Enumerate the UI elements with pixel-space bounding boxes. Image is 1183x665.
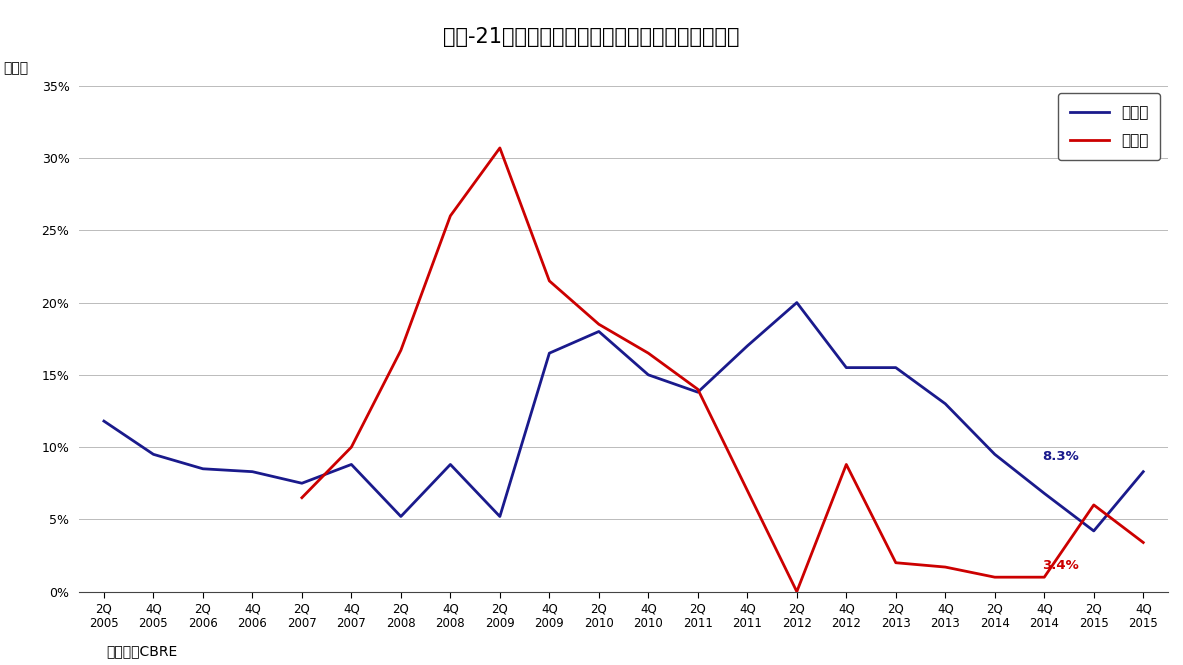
近畿圏 <box>691 385 705 393</box>
首都圏 <box>741 342 755 350</box>
近畿圏 <box>938 563 952 571</box>
首都圏 <box>1087 527 1101 535</box>
Text: 図表-21　大型マルチテナント型物流施設の空室率: 図表-21 大型マルチテナント型物流施設の空室率 <box>444 27 739 47</box>
近畿圏 <box>988 573 1002 581</box>
近畿圏 <box>741 487 755 495</box>
近畿圏 <box>1136 539 1150 547</box>
首都圏 <box>493 513 508 521</box>
近畿圏 <box>542 277 556 285</box>
近畿圏 <box>1037 573 1052 581</box>
近畿圏 <box>295 493 309 501</box>
Line: 近畿圏: 近畿圏 <box>302 148 1143 592</box>
近畿圏 <box>493 144 508 152</box>
首都圏 <box>147 450 161 458</box>
首都圏 <box>790 299 804 307</box>
首都圏 <box>444 460 458 468</box>
近畿圏 <box>592 321 606 329</box>
近畿圏 <box>1087 501 1101 509</box>
首都圏 <box>839 364 853 372</box>
首都圏 <box>1037 489 1052 497</box>
Line: 首都圏: 首都圏 <box>104 303 1143 531</box>
近畿圏 <box>444 212 458 220</box>
首都圏 <box>97 417 111 425</box>
Text: 3.4%: 3.4% <box>1042 559 1079 571</box>
近畿圏 <box>790 588 804 596</box>
近畿圏 <box>888 559 903 567</box>
首都圏 <box>691 388 705 396</box>
首都圏 <box>542 349 556 357</box>
首都圏 <box>344 460 358 468</box>
首都圏 <box>295 479 309 487</box>
首都圏 <box>641 371 655 379</box>
Text: 空室率: 空室率 <box>4 62 28 76</box>
Text: 8.3%: 8.3% <box>1042 450 1079 463</box>
Text: （出所）CBRE: （出所）CBRE <box>106 644 177 658</box>
首都圏 <box>988 450 1002 458</box>
首都圏 <box>196 465 211 473</box>
首都圏 <box>938 400 952 408</box>
首都圏 <box>1136 467 1150 475</box>
近畿圏 <box>839 460 853 468</box>
近畿圏 <box>394 346 408 354</box>
首都圏 <box>888 364 903 372</box>
Legend: 首都圏, 近畿圏: 首都圏, 近畿圏 <box>1058 93 1161 160</box>
近畿圏 <box>641 349 655 357</box>
首都圏 <box>245 467 259 475</box>
近畿圏 <box>344 443 358 451</box>
首都圏 <box>592 327 606 335</box>
首都圏 <box>394 513 408 521</box>
